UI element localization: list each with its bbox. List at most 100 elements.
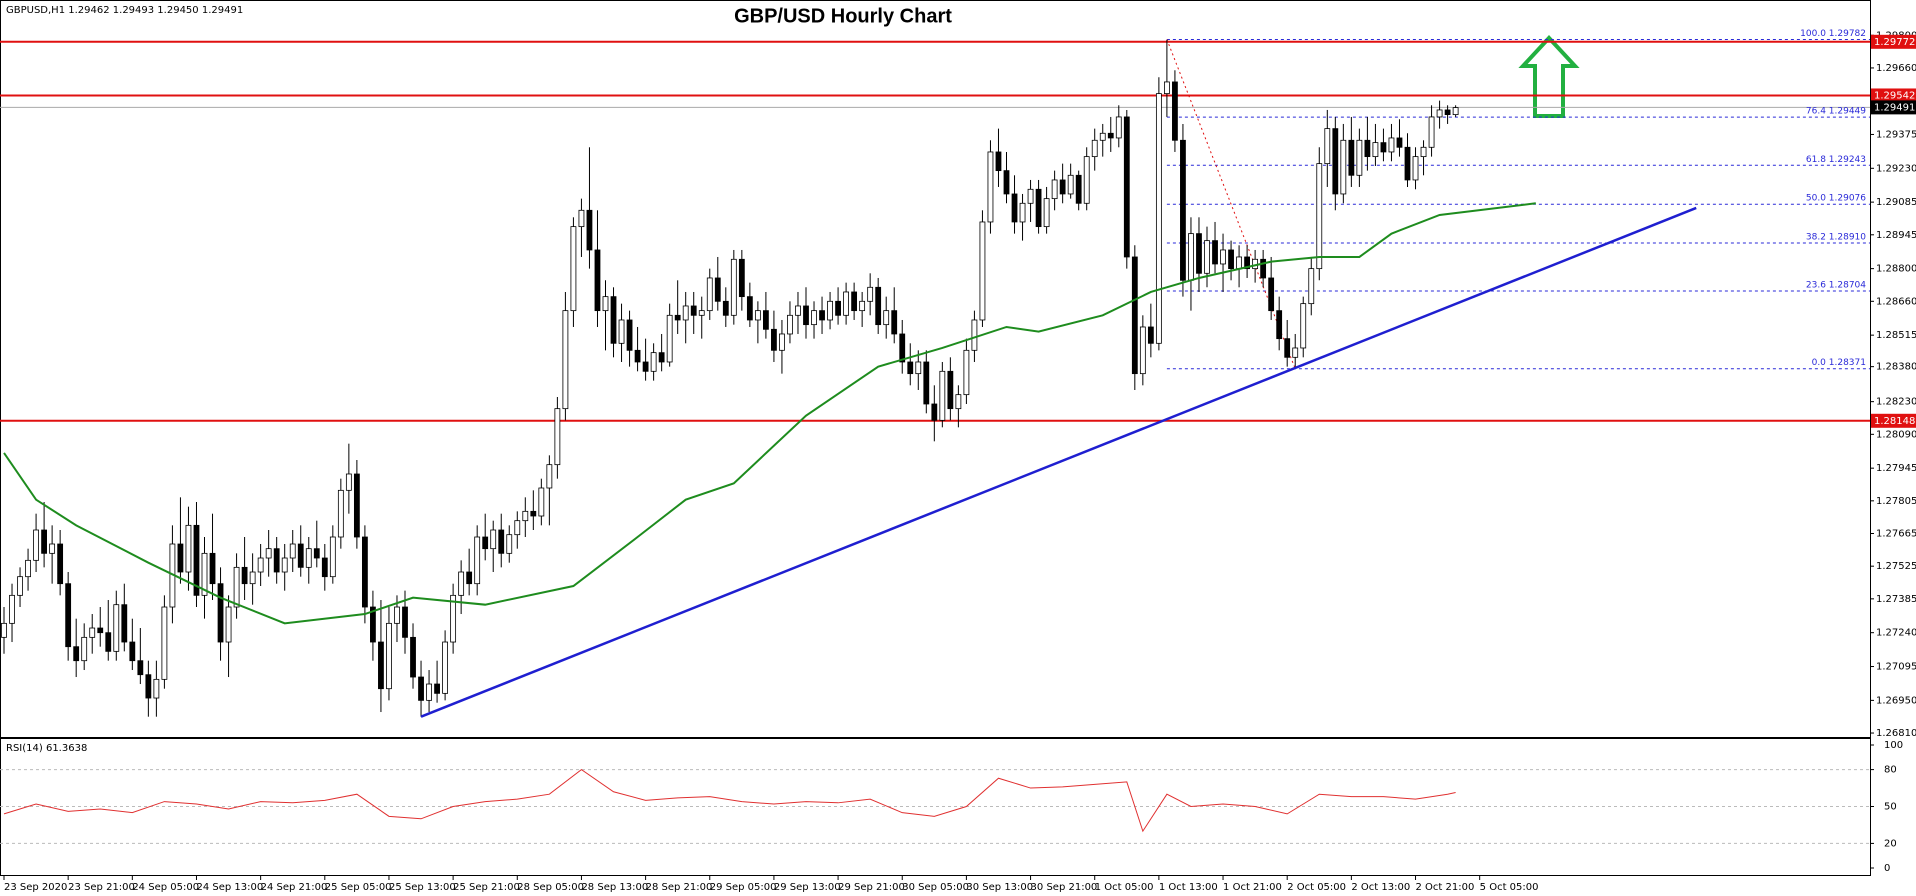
candle-body — [105, 632, 112, 652]
candle-body — [17, 576, 23, 596]
candle-body — [1308, 268, 1315, 305]
candle-body — [193, 524, 200, 596]
candle-body — [530, 510, 537, 517]
candle-body — [875, 286, 882, 326]
candle-body — [1043, 198, 1050, 228]
x-tick-label: 23 Sep 21:00 — [68, 882, 135, 893]
y-tick-label: 1.27945 — [1876, 463, 1916, 474]
candle-body — [97, 627, 104, 634]
candle-body — [1244, 256, 1250, 270]
candle-body — [594, 249, 601, 312]
x-tick-label: 25 Sep 21:00 — [453, 882, 520, 893]
candle-body — [1428, 116, 1435, 148]
fib-label: 61.8 1.29243 — [1806, 155, 1866, 165]
candle-body — [1420, 146, 1427, 158]
candle-body — [1444, 109, 1451, 116]
candle-body — [1380, 142, 1387, 153]
candle-body — [883, 310, 890, 326]
x-tick-label: 1 Oct 05:00 — [1095, 882, 1154, 893]
candle-body — [41, 529, 47, 554]
candle-body — [161, 606, 168, 680]
candle-body — [1107, 132, 1114, 139]
candle-body — [345, 473, 352, 491]
candle-body — [458, 571, 465, 596]
level-label: 1.28148 — [1874, 416, 1915, 427]
candle-body — [153, 678, 160, 699]
y-tick-label: 1.28515 — [1876, 330, 1916, 341]
x-tick-label: 1 Oct 21:00 — [1223, 882, 1282, 893]
candle-body — [754, 310, 761, 321]
candle-body — [498, 529, 505, 554]
candle-body — [1099, 132, 1106, 141]
candle-body — [1083, 156, 1090, 204]
x-tick-label: 5 Oct 05:00 — [1480, 882, 1539, 893]
fib-anchor — [1166, 39, 1296, 369]
candle-body — [771, 328, 777, 351]
fib-label: 100.0 1.29782 — [1800, 29, 1866, 39]
candle-body — [225, 606, 232, 643]
candle-body — [979, 221, 986, 321]
candle-body — [1260, 258, 1267, 279]
candle-body — [466, 571, 473, 585]
y-tick-label: 1.29375 — [1876, 129, 1916, 140]
x-tick-label: 24 Sep 05:00 — [132, 882, 199, 893]
candle-body — [682, 305, 689, 321]
candle-body — [1027, 188, 1034, 204]
y-tick-label: 1.28230 — [1876, 397, 1916, 408]
candle-body — [89, 627, 96, 638]
y-tick-label: 1.26950 — [1876, 695, 1916, 706]
x-tick-label: 23 Sep 2020 — [4, 882, 67, 893]
candle-body — [1091, 139, 1098, 158]
candle-body — [25, 559, 31, 578]
candle-body — [241, 566, 248, 585]
y-tick-label: 0 — [1884, 863, 1890, 874]
candle-body — [1404, 146, 1411, 181]
x-tick-label: 25 Sep 13:00 — [389, 882, 456, 893]
candle-body — [129, 641, 136, 662]
candle-body — [1172, 81, 1178, 141]
y-tick-label: 1.27240 — [1876, 628, 1916, 639]
candle-body — [410, 636, 416, 678]
level-label: 1.29542 — [1874, 90, 1915, 101]
candle-body — [289, 543, 296, 559]
candle-body — [1276, 310, 1283, 340]
candle-body — [1388, 137, 1395, 153]
x-tick-label: 25 Sep 05:00 — [325, 882, 392, 893]
candle-body — [321, 557, 328, 578]
x-tick-label: 2 Oct 21:00 — [1416, 882, 1475, 893]
candle-body — [666, 314, 673, 363]
candle-body — [1220, 249, 1226, 265]
candle-body — [305, 548, 312, 568]
candle-body — [787, 314, 793, 335]
candle-body — [1348, 139, 1355, 176]
candle-body — [602, 296, 609, 312]
candle-body — [1196, 233, 1202, 274]
candle-body — [273, 548, 280, 573]
y-tick-label: 80 — [1884, 765, 1897, 776]
candle-body — [1003, 170, 1010, 195]
y-tick-label: 20 — [1884, 838, 1897, 849]
x-tick-label: 2 Oct 05:00 — [1287, 882, 1346, 893]
candle-body — [722, 300, 729, 316]
candle-body — [819, 310, 825, 321]
candle-body — [730, 258, 737, 316]
candle-body — [570, 226, 577, 312]
candle-body — [650, 352, 657, 372]
candle-body — [474, 536, 481, 585]
candle-body — [746, 296, 753, 321]
candle-body — [634, 349, 641, 363]
x-tick-label: 28 Sep 05:00 — [517, 882, 584, 893]
candle-body — [506, 534, 513, 554]
x-tick-label: 2 Oct 13:00 — [1351, 882, 1410, 893]
x-tick-label: 1 Oct 13:00 — [1159, 882, 1218, 893]
candle-body — [9, 594, 15, 624]
candle-body — [426, 683, 432, 701]
y-tick-label: 1.28380 — [1876, 362, 1916, 373]
price-panel — [0, 0, 1871, 738]
y-tick-label: 1.27665 — [1876, 529, 1916, 540]
candle-body — [57, 543, 64, 585]
candle-body — [257, 557, 264, 573]
candle-body — [1075, 174, 1082, 204]
candle-body — [378, 641, 384, 690]
candle-body — [1228, 249, 1234, 270]
